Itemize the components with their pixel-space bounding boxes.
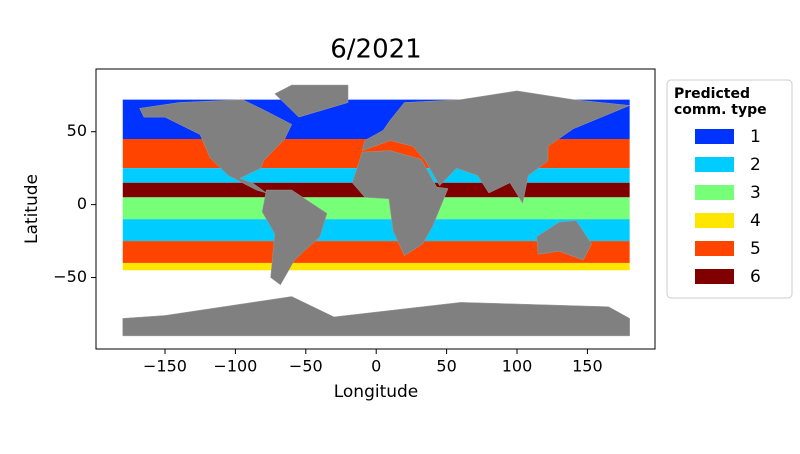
legend-swatch [695, 269, 734, 284]
ocean-band [122, 219, 630, 242]
legend-swatch [695, 129, 734, 144]
x-axis-label: Longitude [334, 382, 419, 402]
land [351, 150, 449, 257]
map-area [122, 84, 630, 337]
x-tick-label: 0 [371, 357, 381, 376]
legend-swatch [695, 241, 734, 256]
land [122, 296, 630, 337]
x-tick-label: 50 [436, 357, 456, 376]
legend-label: 3 [750, 183, 761, 203]
y-axis-label: Latitude [22, 174, 42, 244]
chart-title: 6/2021 [330, 35, 421, 65]
x-tick-label: −100 [213, 357, 257, 376]
legend-label: 2 [750, 155, 761, 175]
ocean-band [122, 241, 630, 263]
land [536, 220, 592, 261]
legend-label: 1 [750, 127, 761, 147]
legend-label: 4 [750, 211, 761, 231]
legend-swatch [695, 157, 734, 172]
land [139, 99, 293, 194]
legend-swatch [695, 213, 734, 228]
legend-swatch [695, 185, 734, 200]
y-tick-label: 0 [77, 194, 87, 213]
x-tick-label: 100 [502, 357, 533, 376]
land [261, 189, 328, 286]
ocean-band [122, 262, 630, 271]
legend-label: 5 [750, 239, 761, 259]
x-tick-label: 150 [572, 357, 603, 376]
land [274, 84, 349, 118]
x-tick-label: −150 [143, 357, 187, 376]
legend-label: 6 [750, 267, 761, 287]
ocean-band [122, 197, 630, 220]
legend-title: Predicted comm. type [674, 86, 767, 118]
axes-frame [95, 68, 656, 350]
y-tick-label: 50 [67, 121, 87, 140]
y-tick-label: −50 [53, 267, 87, 286]
x-tick-label: −50 [289, 357, 323, 376]
land [361, 90, 630, 204]
